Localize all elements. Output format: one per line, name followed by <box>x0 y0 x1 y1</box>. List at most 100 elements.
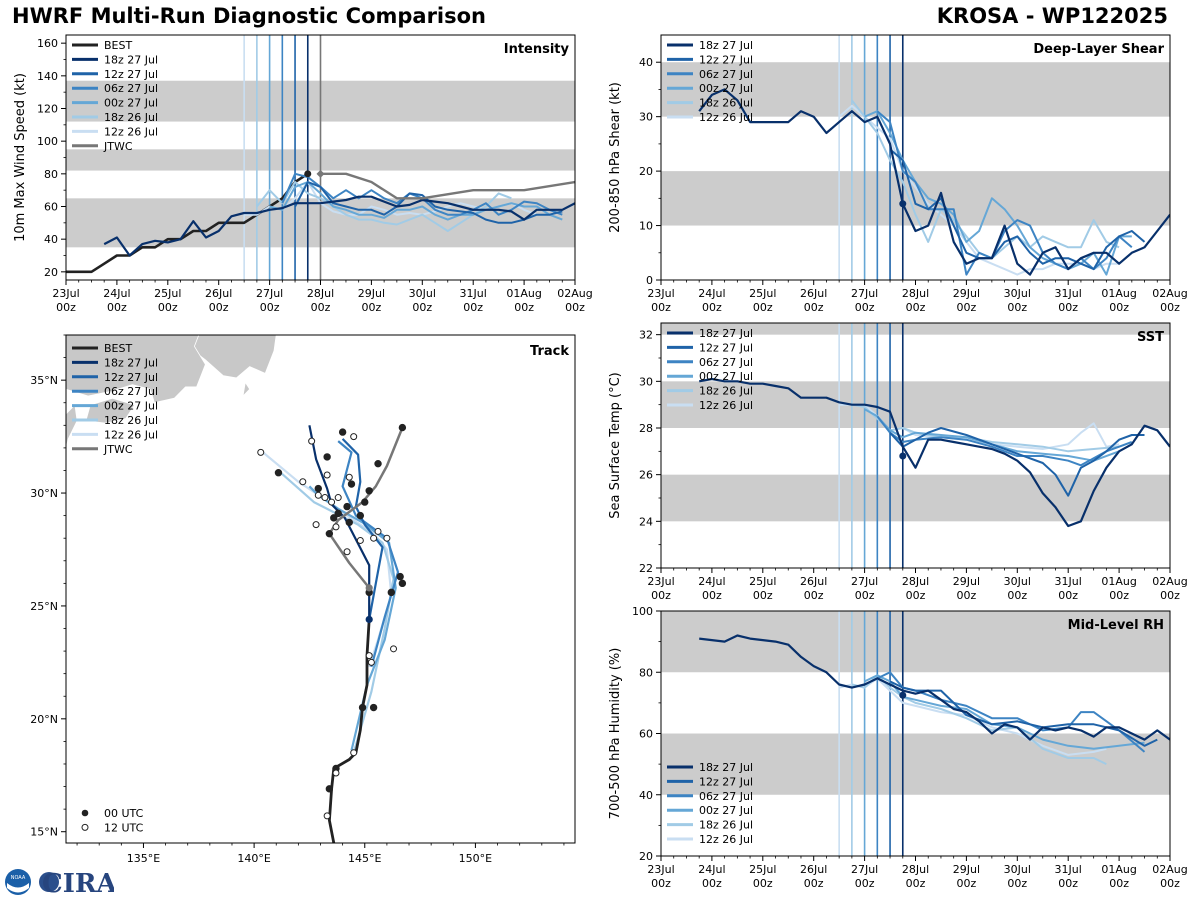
shear-xtick-label: 27Jul <box>851 287 878 300</box>
track-ytick-label: 35°N <box>30 374 58 387</box>
sst-series-line <box>889 427 1145 497</box>
rh-ytick-label: 60 <box>639 728 653 741</box>
sst-xtick-label: 29Jul <box>953 575 980 588</box>
landmass <box>66 335 206 404</box>
track-legend-label: 12 UTC <box>104 821 144 834</box>
track-legend-label: 06z 27 Jul <box>104 385 158 398</box>
rh-xtick-label: 23Jul <box>647 863 674 876</box>
rh-xtick-label: 25Jul <box>749 863 776 876</box>
sst-xtick-label: 28Jul <box>902 575 929 588</box>
track-dot-12utc <box>350 749 358 757</box>
rh-series-line <box>699 634 1170 741</box>
sst-ytick-label: 26 <box>639 469 653 482</box>
track-xtick-label: 145°E <box>348 852 381 865</box>
rh-legend-label: 18z 27 Jul <box>699 761 753 774</box>
track-dot-12utc <box>332 769 340 777</box>
track-dot-00utc <box>398 423 407 432</box>
rh-xtick-label: 29Jul <box>953 863 980 876</box>
intensity-xtick-label: 00z <box>412 301 432 314</box>
track-dot-00utc <box>396 572 404 581</box>
track-dot-00utc <box>330 514 338 522</box>
rh-xtick-label: 26Jul <box>800 863 827 876</box>
track-dot-12utc <box>374 527 382 535</box>
track-dot-12utc <box>314 491 322 499</box>
shear-xtick-label: 02Aug <box>1152 287 1187 300</box>
rh-ytick-label: 100 <box>632 605 653 618</box>
sst-plot-area <box>661 323 1170 568</box>
rh-series-line <box>864 674 1145 750</box>
track-dot-00utc <box>343 502 351 511</box>
rh-xtick-label: 00z <box>855 877 875 890</box>
rh-legend-label: 18z 26 Jul <box>699 819 753 832</box>
intensity-xtick-label: 00z <box>209 301 229 314</box>
intensity-panel: 2040608010012014016023Jul00z24Jul00z25Ju… <box>13 34 593 314</box>
shear-series-line <box>876 110 1133 276</box>
sst-xtick-label: 00z <box>804 589 824 602</box>
shear-legend-label: 12z 26 Jul <box>699 111 753 124</box>
landmass <box>66 404 78 448</box>
landmass <box>242 381 251 398</box>
intensity-legend-label: 18z 27 Jul <box>104 53 158 66</box>
sst-series-line <box>864 408 1120 462</box>
sst-band <box>661 474 1170 522</box>
shear-xtick-label: 00z <box>1109 301 1129 314</box>
track-dot-00utc <box>334 509 342 518</box>
track-plot-area <box>66 335 407 843</box>
rh-marker <box>899 691 907 699</box>
track-dot-00utc <box>325 785 334 793</box>
sst-marker <box>899 452 907 460</box>
intensity-xtick-label: 27Jul <box>256 287 283 300</box>
intensity-marker <box>304 170 312 178</box>
storm-id-title: KROSA - WP122025 <box>936 4 1168 28</box>
rh-ytick-label: 80 <box>639 666 653 679</box>
figure-title: HWRF Multi-Run Diagnostic Comparison <box>12 4 487 28</box>
rh-xtick-label: 24Jul <box>698 863 725 876</box>
track-dot-12utc <box>365 652 373 660</box>
sst-legend-label: 12z 26 Jul <box>699 399 753 412</box>
track-dot-00utc <box>274 469 283 477</box>
sst-xtick-label: 02Aug <box>1152 575 1187 588</box>
shear-legend-label: 18z 26 Jul <box>699 97 753 110</box>
intensity-xtick-label: 00z <box>514 301 534 314</box>
track-dot-00utc <box>338 428 347 436</box>
shear-ytick-label: 20 <box>639 165 653 178</box>
noaa-badge-text: NOAA <box>11 875 26 881</box>
sst-series-line <box>699 377 1170 528</box>
intensity-ytick-label: 40 <box>44 233 58 246</box>
shear-xtick-label: 00z <box>1058 301 1078 314</box>
track-dot-12utc <box>328 498 336 506</box>
sst-xtick-label: 00z <box>906 589 926 602</box>
track-ytick-label: 20°N <box>30 713 58 726</box>
track-dot-12utc <box>345 473 353 481</box>
rh-band <box>661 611 1170 673</box>
track-current-position <box>365 584 373 592</box>
rh-xtick-label: 28Jul <box>902 863 929 876</box>
intensity-xtick-label: 00z <box>565 301 585 314</box>
shear-legend-label: 00z 27 Jul <box>699 82 753 95</box>
intensity-xtick-label: 24Jul <box>103 287 130 300</box>
sst-legend-label: 00z 27 Jul <box>699 370 753 383</box>
track-dot-12utc <box>356 536 364 544</box>
track-legend-label: 12z 26 Jul <box>104 428 158 441</box>
track-dot-12utc <box>323 812 331 820</box>
intensity-series-line <box>269 181 563 221</box>
shear-xtick-label: 00z <box>804 301 824 314</box>
shear-xtick-label: 00z <box>1007 301 1027 314</box>
intensity-xtick-label: 00z <box>260 301 280 314</box>
rh-legend-label: 06z 27 Jul <box>699 790 753 803</box>
intensity-xtick-label: 26Jul <box>205 287 232 300</box>
rh-legend-label: 12z 27 Jul <box>699 775 753 788</box>
sst-xtick-label: 01Aug <box>1101 575 1136 588</box>
track-dot-12utc <box>323 471 331 479</box>
shear-plot-area <box>661 35 1170 280</box>
intensity-legend-label: BEST <box>104 39 132 52</box>
rh-xtick-label: 30Jul <box>1004 863 1031 876</box>
sst-title: SST <box>1137 330 1164 345</box>
shear-legend-label: 12z 27 Jul <box>699 53 753 66</box>
intensity-ytick-label: 80 <box>44 168 58 181</box>
shear-xtick-label: 23Jul <box>647 287 674 300</box>
shear-legend-label: 18z 27 Jul <box>699 39 753 52</box>
sst-xtick-label: 00z <box>855 589 875 602</box>
track-ytick-label: 15°N <box>30 826 58 839</box>
